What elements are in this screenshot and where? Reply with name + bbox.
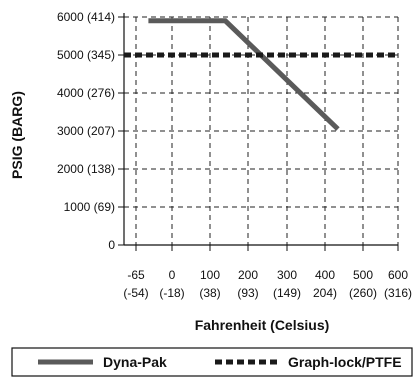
x-tick-label-1: 0 xyxy=(169,268,176,282)
y-tick-label-6: 6000 (414) xyxy=(57,10,115,24)
x-tick-label-0: -65 xyxy=(127,268,145,282)
legend-label-1: Graph-lock/PTFE xyxy=(288,354,402,370)
x-tick-sublabel-6: (260) xyxy=(349,286,377,300)
y-tick-label-1: 1000 (69) xyxy=(64,200,115,214)
x-tick-sublabel-7: (316) xyxy=(384,286,412,300)
y-tick-label-4: 4000 (276) xyxy=(57,86,115,100)
x-tick-sublabel-3: (93) xyxy=(237,286,258,300)
y-tick-label-2: 2000 (138) xyxy=(57,162,115,176)
series-line-dyna-pak xyxy=(148,18,340,131)
x-tick-label-2: 100 xyxy=(200,268,220,282)
x-tick-sublabel-5: 204) xyxy=(313,286,337,300)
y-tick-label-0: 0 xyxy=(108,238,115,252)
x-tick-label-6: 500 xyxy=(353,268,373,282)
x-tick-label-3: 200 xyxy=(238,268,258,282)
x-tick-label-7: 600 xyxy=(388,268,408,282)
legend-label-0: Dyna-Pak xyxy=(103,354,167,370)
x-tick-sublabel-4: (149) xyxy=(273,286,301,300)
x-tick-sublabel-1: (-18) xyxy=(159,286,184,300)
y-tick-label-5: 5000 (345) xyxy=(57,48,115,62)
x-tick-label-5: 400 xyxy=(315,268,335,282)
x-tick-label-4: 300 xyxy=(277,268,297,282)
y-tick-label-3: 3000 (207) xyxy=(57,124,115,138)
x-axis-title: Fahrenheit (Celsius) xyxy=(195,317,330,333)
y-axis-title: PSIG (BARG) xyxy=(9,91,25,179)
x-tick-sublabel-0: (-54) xyxy=(123,286,148,300)
x-tick-sublabel-2: (38) xyxy=(199,286,220,300)
